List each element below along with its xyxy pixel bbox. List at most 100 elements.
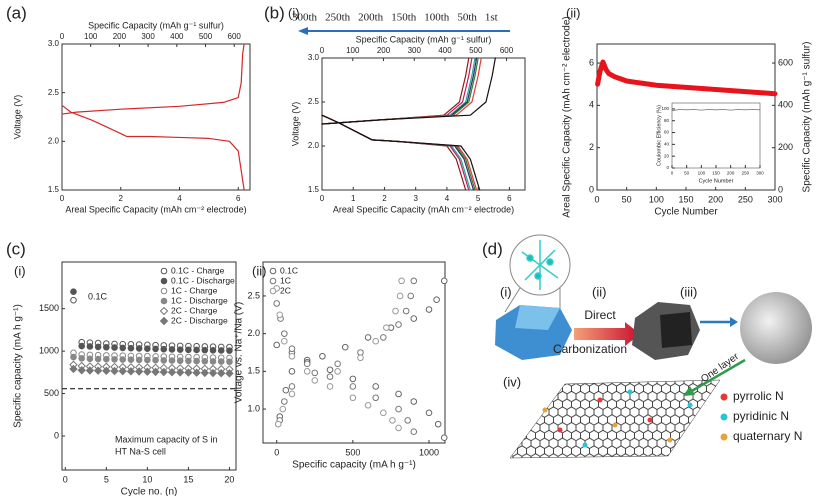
y-tick-label: 1.0 <box>247 403 260 413</box>
x-axis-title: Areal Specific Capacity (mAh cm⁻² electr… <box>65 204 246 214</box>
data-point <box>349 394 357 402</box>
data-point <box>217 358 225 365</box>
data-point <box>404 417 411 424</box>
data-point <box>395 405 402 413</box>
diagram <box>495 234 812 459</box>
y-tick-label: 1.5 <box>48 185 60 194</box>
data-point <box>398 277 405 285</box>
legend-label: 2C <box>280 285 291 295</box>
data-point <box>303 360 311 368</box>
y-tick-label: 1.5 <box>247 366 260 376</box>
legend-label: pyridinic N <box>733 409 789 423</box>
data-point <box>144 356 151 364</box>
annotation: Maximum capacity of S in <box>115 434 218 444</box>
legend-label: 2C - Charge <box>171 305 218 315</box>
data-point <box>326 383 334 390</box>
subpanel-label: (ii) <box>566 5 580 20</box>
x-tick-label: 2 <box>382 194 387 203</box>
arrow-head <box>298 27 308 35</box>
annotation: 0.1C <box>88 291 108 301</box>
x-tick-label: 250 <box>738 194 753 204</box>
legend-marker <box>160 287 168 295</box>
subpanel-label: (ii) <box>252 263 266 278</box>
legend-label: 0.1C - Discharge <box>171 275 235 285</box>
y-tick-label: 500 <box>44 388 59 398</box>
x-tick-label: 200 <box>727 171 735 176</box>
x-tick-label: 1000 <box>419 447 439 457</box>
data-point <box>70 353 77 361</box>
x-tick-label: 2 <box>119 194 124 203</box>
arrow <box>689 358 746 394</box>
x2-tick-label: 300 <box>141 32 155 41</box>
data-point <box>225 369 234 378</box>
data-point <box>118 366 127 376</box>
legend-label: 0.1C <box>280 265 298 275</box>
data-point <box>364 401 372 409</box>
data-point <box>217 369 226 378</box>
y-tick-label: 4 <box>589 100 594 110</box>
data-point <box>119 344 127 352</box>
data-point <box>434 420 442 428</box>
step-label: (iv) <box>503 374 521 389</box>
legend-entry: 300th <box>292 12 318 24</box>
y-tick-label: 0 <box>54 430 59 440</box>
data-point <box>111 356 118 363</box>
data-line <box>321 57 496 191</box>
data-point <box>201 346 209 354</box>
data-point <box>288 383 296 390</box>
legend-dot <box>720 413 728 421</box>
legend-label: 1C <box>280 275 291 285</box>
data-point <box>70 296 77 304</box>
data-point <box>274 420 282 428</box>
data-line <box>671 109 761 112</box>
y-tick-label: 2.5 <box>247 290 260 300</box>
data-point <box>392 307 399 315</box>
y-tick-label: 40 <box>664 142 670 147</box>
x-tick-label: 3 <box>413 194 418 203</box>
x2-tick-label: 300 <box>408 46 422 55</box>
data-point <box>380 334 387 341</box>
data-point <box>440 277 448 285</box>
data-point <box>349 383 357 390</box>
x2-tick-label: 400 <box>438 46 452 55</box>
data-point <box>281 398 288 405</box>
x-tick-label: 150 <box>678 194 693 204</box>
data-point <box>209 346 217 354</box>
x2-tick-label: 100 <box>84 32 98 41</box>
data-point <box>383 324 390 331</box>
legend-marker <box>159 306 169 316</box>
data-point <box>273 300 281 307</box>
x-tick-label: 100 <box>698 171 706 176</box>
data-point <box>425 409 433 417</box>
data-point <box>110 366 119 376</box>
data-point <box>102 366 111 376</box>
data-point <box>281 330 288 337</box>
data-point <box>200 368 210 378</box>
panel-label: (c) <box>6 239 26 258</box>
legend-entry: 100th <box>424 12 450 24</box>
process-arrow <box>574 322 640 346</box>
data-point <box>78 342 85 350</box>
data-point <box>103 355 110 363</box>
data-point <box>276 311 284 319</box>
y-tick-label: 2.0 <box>48 136 60 145</box>
x-tick-label: 0 <box>274 447 279 457</box>
x2-axis-title: Specific Capacity (mAh g⁻¹ sulfur) <box>356 34 492 44</box>
data-point <box>334 360 341 368</box>
data-point <box>311 369 319 377</box>
data-point <box>192 368 201 377</box>
data-point <box>77 366 86 375</box>
x-tick-label: 5 <box>104 474 109 484</box>
x-tick-label: 20 <box>224 474 234 484</box>
legend-entry: 150th <box>391 12 417 24</box>
y-axis-title: Areal Specific Capacity (mAh cm⁻² electr… <box>562 16 573 217</box>
x-tick-label: 50 <box>622 194 632 204</box>
plot-frame <box>321 57 526 191</box>
x-tick-label: 4 <box>177 194 182 203</box>
x-tick-label: 0 <box>320 194 325 203</box>
y-tick-label: 60 <box>664 130 670 135</box>
data-point <box>279 405 287 413</box>
y2-tick-label: 600 <box>778 57 793 67</box>
arrow-label: Carbonization <box>553 342 627 356</box>
